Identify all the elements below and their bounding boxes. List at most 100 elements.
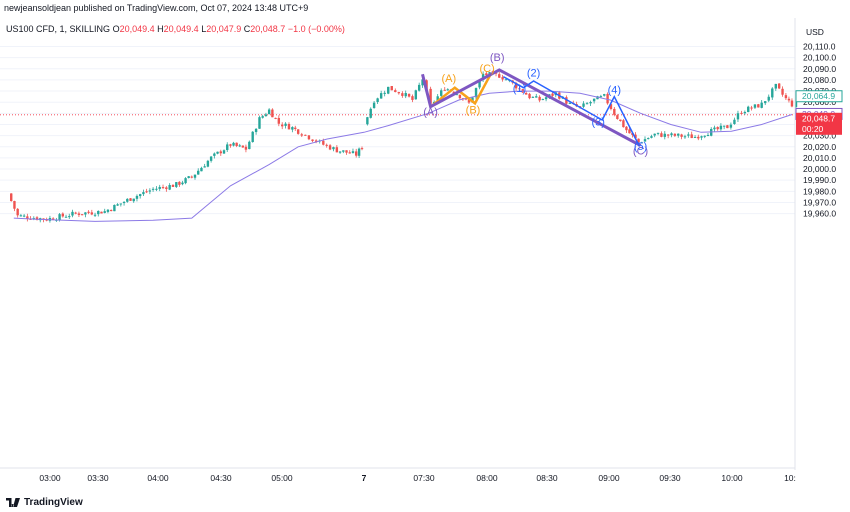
candle-body	[122, 201, 126, 204]
wave-label: (2)	[527, 68, 540, 80]
candle-body	[498, 74, 501, 78]
candle-body	[660, 133, 663, 137]
candle-body	[757, 104, 760, 108]
candle-body	[372, 102, 376, 109]
time-tick-label: 04:00	[147, 473, 169, 483]
candle-body	[599, 96, 603, 98]
candle-body	[261, 116, 264, 118]
candle-body	[394, 90, 397, 93]
candle-body	[703, 135, 706, 137]
blue-wave-line	[502, 75, 640, 145]
candle-body	[535, 96, 538, 98]
wave-label: (4)	[608, 84, 621, 96]
candle-body	[589, 101, 592, 104]
wave-label: (C)	[633, 146, 648, 158]
high-label: H	[157, 24, 164, 34]
candle-body	[345, 150, 348, 153]
candle-body	[504, 79, 508, 81]
candle-body	[254, 128, 258, 133]
candle-body	[743, 111, 747, 114]
candle-body	[656, 132, 660, 134]
candle-body	[501, 77, 504, 80]
price-tick-label: 20,020.0	[803, 142, 836, 152]
candle-body	[129, 198, 132, 201]
candle-body	[132, 198, 135, 202]
candle-body	[80, 214, 84, 216]
low-label: L	[201, 24, 207, 34]
candle-body	[116, 204, 119, 206]
candle-body	[241, 145, 245, 148]
high-price-tag	[795, 90, 843, 103]
candle-body	[175, 182, 178, 187]
candle-body	[666, 134, 670, 136]
candle-body	[64, 216, 68, 218]
candle-body	[606, 93, 609, 104]
tradingview-footer[interactable]: TradingView	[6, 494, 83, 510]
candle-body	[161, 187, 165, 189]
wave-label: (5)	[634, 141, 647, 153]
candle-body	[226, 144, 229, 151]
candle-body	[613, 108, 616, 115]
candle-body	[354, 151, 358, 156]
candle-body	[458, 94, 462, 99]
ohlc-legend: US100 CFD, 1, SKILLING O20,049.4 H20,049…	[6, 24, 345, 34]
candle-body	[155, 188, 158, 190]
candle-body	[138, 194, 142, 197]
candle-body	[151, 188, 155, 190]
candle-body	[209, 156, 213, 161]
candle-body	[181, 182, 184, 185]
candle-body	[740, 112, 743, 114]
wave-labels: (A)(B)(C)(A)(B)(C)(1)(2)(3)(4)(5)	[423, 52, 648, 158]
candle-body	[106, 209, 110, 212]
currency-label: USD	[806, 27, 824, 37]
time-tick-label: 7	[362, 473, 367, 483]
candle-body	[767, 96, 770, 101]
candle-body	[219, 151, 222, 154]
candle-body	[148, 190, 152, 192]
candle-body	[625, 126, 628, 131]
symbol-label[interactable]: US100 CFD, 1, SKILLING	[6, 24, 111, 34]
candle-body	[401, 93, 404, 96]
candle-body	[103, 211, 106, 213]
candle-body	[622, 120, 625, 128]
wave-label: (C)	[479, 63, 494, 75]
candle-body	[443, 89, 446, 91]
candle-body	[113, 204, 116, 212]
candle-body	[51, 218, 55, 220]
low-value: 20,047.9	[206, 24, 242, 34]
candle-body	[281, 124, 284, 127]
high-price-tag-text: 20,064.9	[802, 91, 835, 101]
wave-label: (A)	[423, 107, 438, 119]
candle-body	[19, 215, 23, 217]
candle-body	[109, 210, 113, 212]
price-tick-label: 20,080.0	[803, 75, 836, 85]
candle-body	[307, 135, 311, 140]
purple-wave-line	[421, 68, 642, 147]
open-value: 20,049.4	[119, 24, 155, 34]
candle-body	[774, 83, 778, 89]
candle-body	[322, 140, 325, 145]
candle-body	[387, 86, 390, 94]
candle-body	[568, 102, 572, 104]
candle-body	[58, 214, 61, 221]
candle-body	[485, 73, 488, 76]
candle-body	[369, 108, 372, 118]
time-tick-label: 10:	[784, 473, 796, 483]
candle-body	[592, 98, 596, 102]
candle-body	[716, 127, 719, 130]
candle-body	[478, 80, 481, 88]
wave-label: (A)	[441, 73, 456, 85]
close-label: C	[243, 24, 251, 34]
price-tick-label: 19,980.0	[803, 186, 836, 196]
candle-body	[271, 109, 274, 118]
candle-body	[722, 125, 726, 127]
orange-wave-line	[429, 72, 493, 108]
candle-body	[235, 142, 238, 147]
candle-body	[784, 95, 788, 99]
candle-body	[747, 106, 750, 113]
time-tick-label: 09:30	[659, 473, 681, 483]
candle-body	[267, 109, 271, 115]
candle-body	[411, 96, 414, 100]
candle-body	[531, 96, 535, 98]
